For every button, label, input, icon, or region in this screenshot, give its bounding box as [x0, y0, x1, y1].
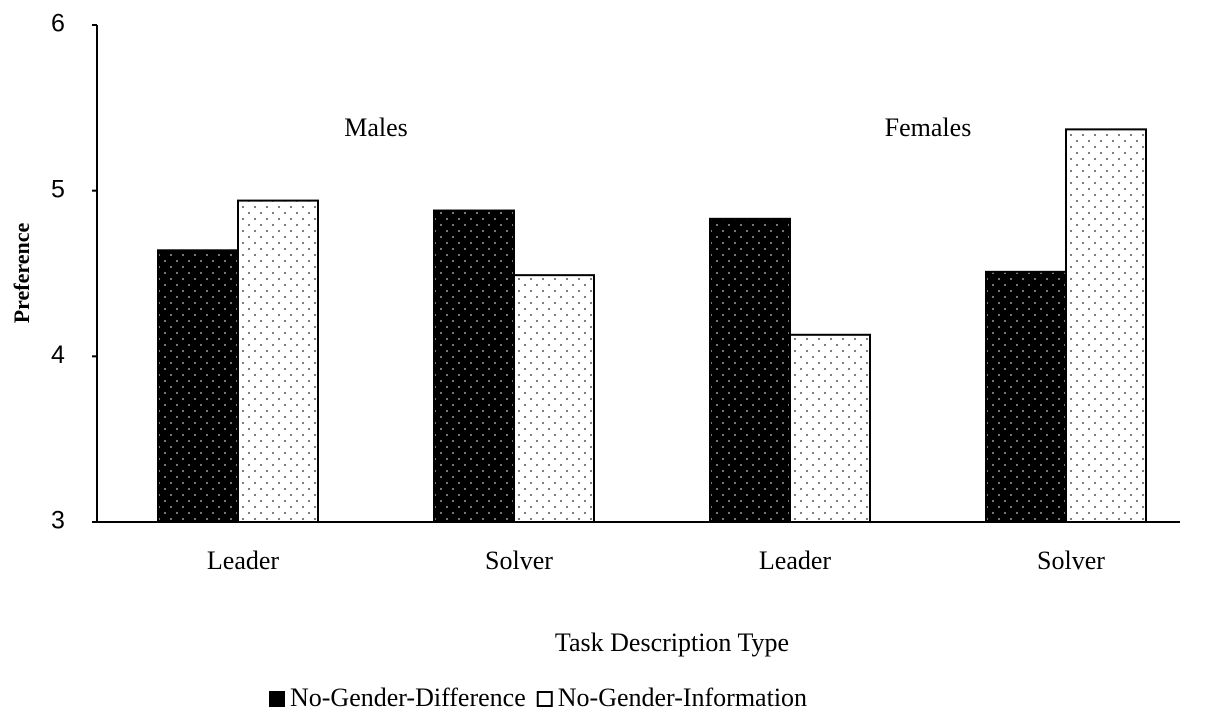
- legend: No-Gender-Difference No-Gender-Informatio…: [269, 683, 807, 712]
- bar: [985, 270, 1067, 523]
- y-tick-label: 3: [51, 507, 65, 535]
- bar: [433, 209, 515, 523]
- y-axis-label: Preference: [9, 222, 34, 323]
- bar: [789, 333, 871, 523]
- y-tick-label: 4: [51, 341, 65, 369]
- x-tick-label: Solver: [485, 546, 553, 575]
- y-tick-label: 5: [51, 175, 65, 203]
- y-tick-label: 6: [51, 10, 65, 38]
- legend-label: No-Gender-Information: [558, 683, 807, 712]
- annotation: Males: [344, 113, 408, 142]
- x-axis-label: Task Description Type: [555, 628, 789, 657]
- x-tick-label: Leader: [207, 546, 280, 575]
- legend-label: No-Gender-Difference: [290, 683, 526, 712]
- legend-swatch: [269, 691, 285, 707]
- bar: [157, 249, 239, 523]
- bar: [709, 217, 791, 524]
- bar: [237, 199, 319, 524]
- bar: [1065, 128, 1147, 523]
- bar: [513, 274, 595, 524]
- legend-swatch: [536, 691, 553, 707]
- x-tick-label: Solver: [1037, 546, 1105, 575]
- annotation: Females: [885, 113, 972, 142]
- x-tick-label: Leader: [759, 546, 832, 575]
